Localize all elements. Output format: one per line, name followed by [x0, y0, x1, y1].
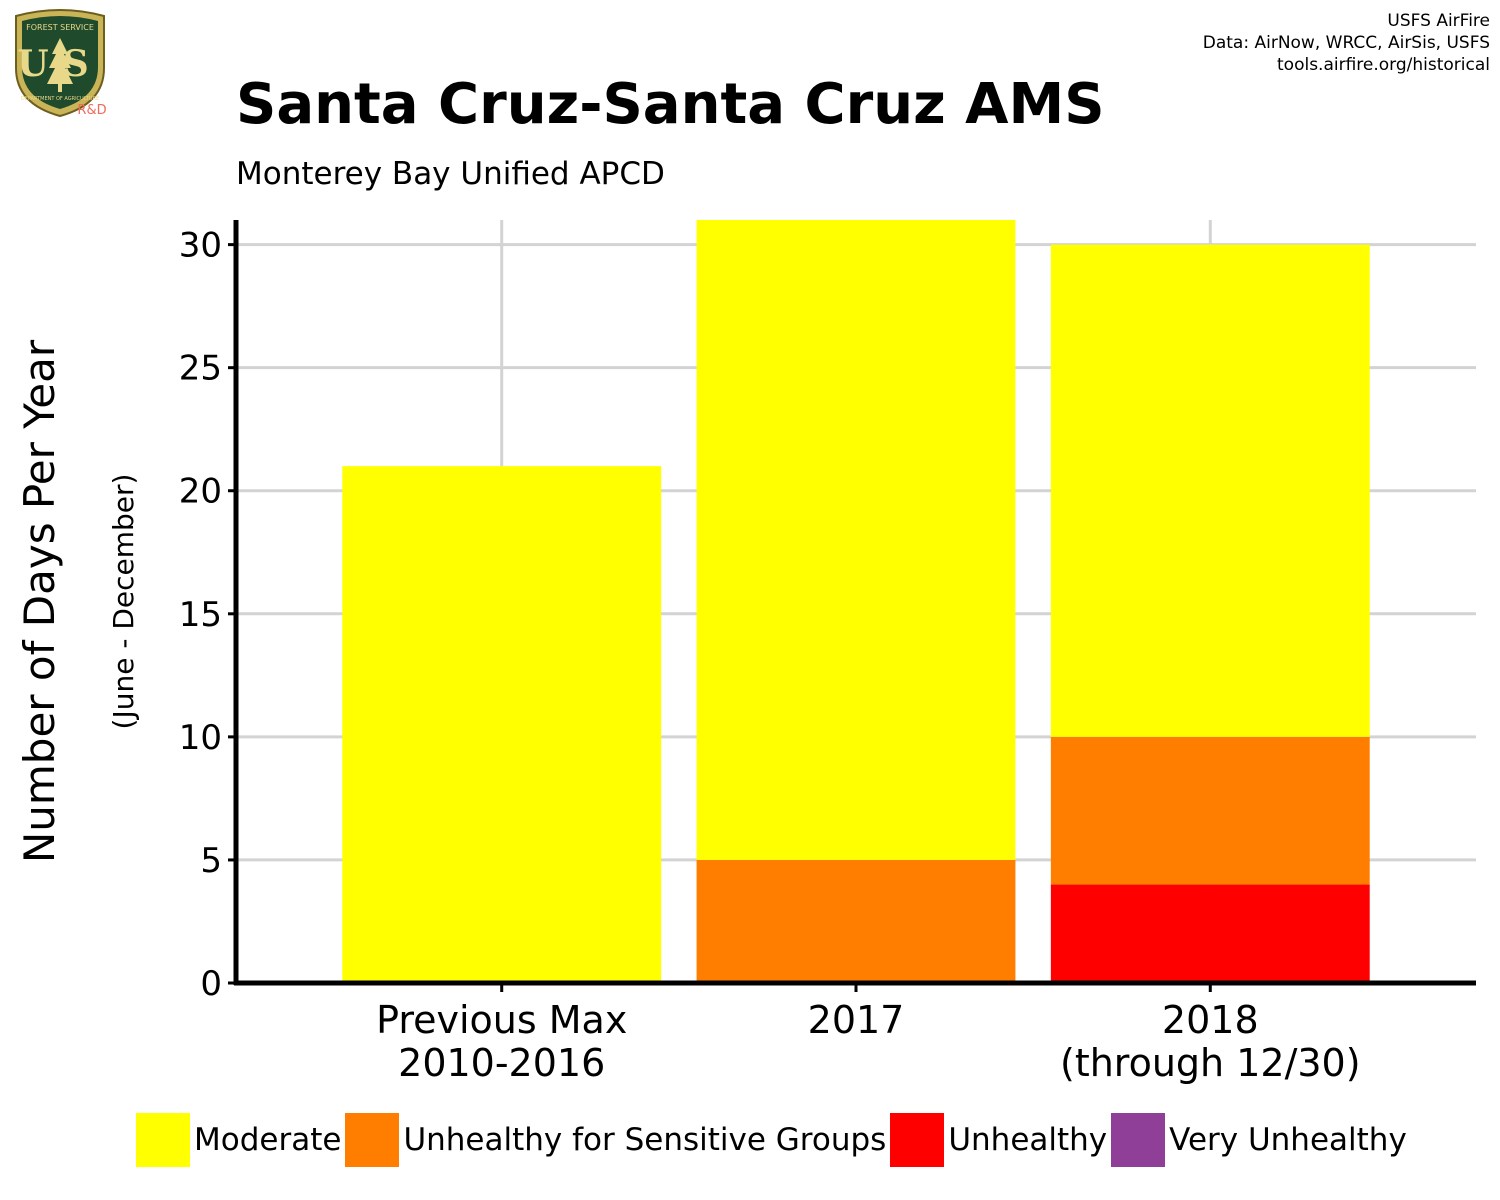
- legend-item: Very Unhealthy: [1111, 1113, 1407, 1167]
- y-tick-label: 20: [179, 472, 222, 512]
- legend-label: Unhealthy: [948, 1122, 1108, 1158]
- chart-subtitle: Monterey Bay Unified APCD: [236, 156, 665, 192]
- legend-swatch: [890, 1113, 945, 1167]
- legend-item: Unhealthy for Sensitive Groups: [345, 1113, 886, 1167]
- y-tick-label: 10: [179, 718, 222, 758]
- usfs-shield-logo: FOREST SERVICE US DEPARTMENT OF AGRICULT…: [15, 9, 107, 118]
- legend-swatch: [1111, 1113, 1166, 1167]
- chart-title: Santa Cruz-Santa Cruz AMS: [236, 72, 1105, 137]
- legend-item: Unhealthy: [890, 1113, 1107, 1167]
- bar-segment-moderate: [342, 466, 662, 983]
- y-tick-label: 5: [200, 841, 222, 881]
- credit-line: Data: AirNow, WRCC, AirSis, USFS: [1202, 33, 1490, 53]
- x-tick-label: Previous Max 2010-2016: [376, 998, 627, 1085]
- legend-label: Very Unhealthy: [1169, 1122, 1407, 1158]
- credit-line: tools.airfire.org/historical: [1277, 55, 1490, 75]
- legend-label: Unhealthy for Sensitive Groups: [403, 1122, 887, 1158]
- credit-line: USFS AirFire: [1387, 11, 1490, 31]
- bar-segment-moderate: [1050, 244, 1370, 737]
- legend: Moderate Unhealthy for Sensitive Groups Un…: [136, 1112, 1411, 1168]
- y-tick-label: 30: [179, 226, 222, 266]
- x-tick-label: 2018 (through 12/30): [1060, 998, 1361, 1085]
- legend-swatch: [136, 1113, 190, 1167]
- y-tick-label: 0: [200, 964, 222, 1004]
- x-tick-label: 2017: [808, 998, 905, 1042]
- legend-label: Moderate: [194, 1122, 342, 1158]
- y-tick-label: 15: [179, 595, 222, 635]
- legend-item: Moderate: [136, 1113, 341, 1167]
- bar-segment-moderate: [696, 220, 1016, 860]
- y-axis-subtitle: (June - December): [107, 474, 140, 730]
- logo-bottom-text: DEPARTMENT OF AGRICULTURE: [21, 96, 99, 102]
- legend-swatch: [345, 1113, 400, 1167]
- logo-badge: R&D: [77, 103, 106, 118]
- logo-top-text: FOREST SERVICE: [26, 23, 94, 32]
- y-axis-title: Number of Days Per Year: [15, 339, 64, 863]
- y-tick-label: 25: [179, 349, 222, 389]
- credits: USFS AirFire Data: AirNow, WRCC, AirSis,…: [1203, 10, 1490, 76]
- bar-segment-unhealthy-for-sensitive-groups: [696, 859, 1016, 983]
- bar-segment-unhealthy: [1050, 884, 1370, 983]
- bar-segment-unhealthy-for-sensitive-groups: [1050, 736, 1370, 885]
